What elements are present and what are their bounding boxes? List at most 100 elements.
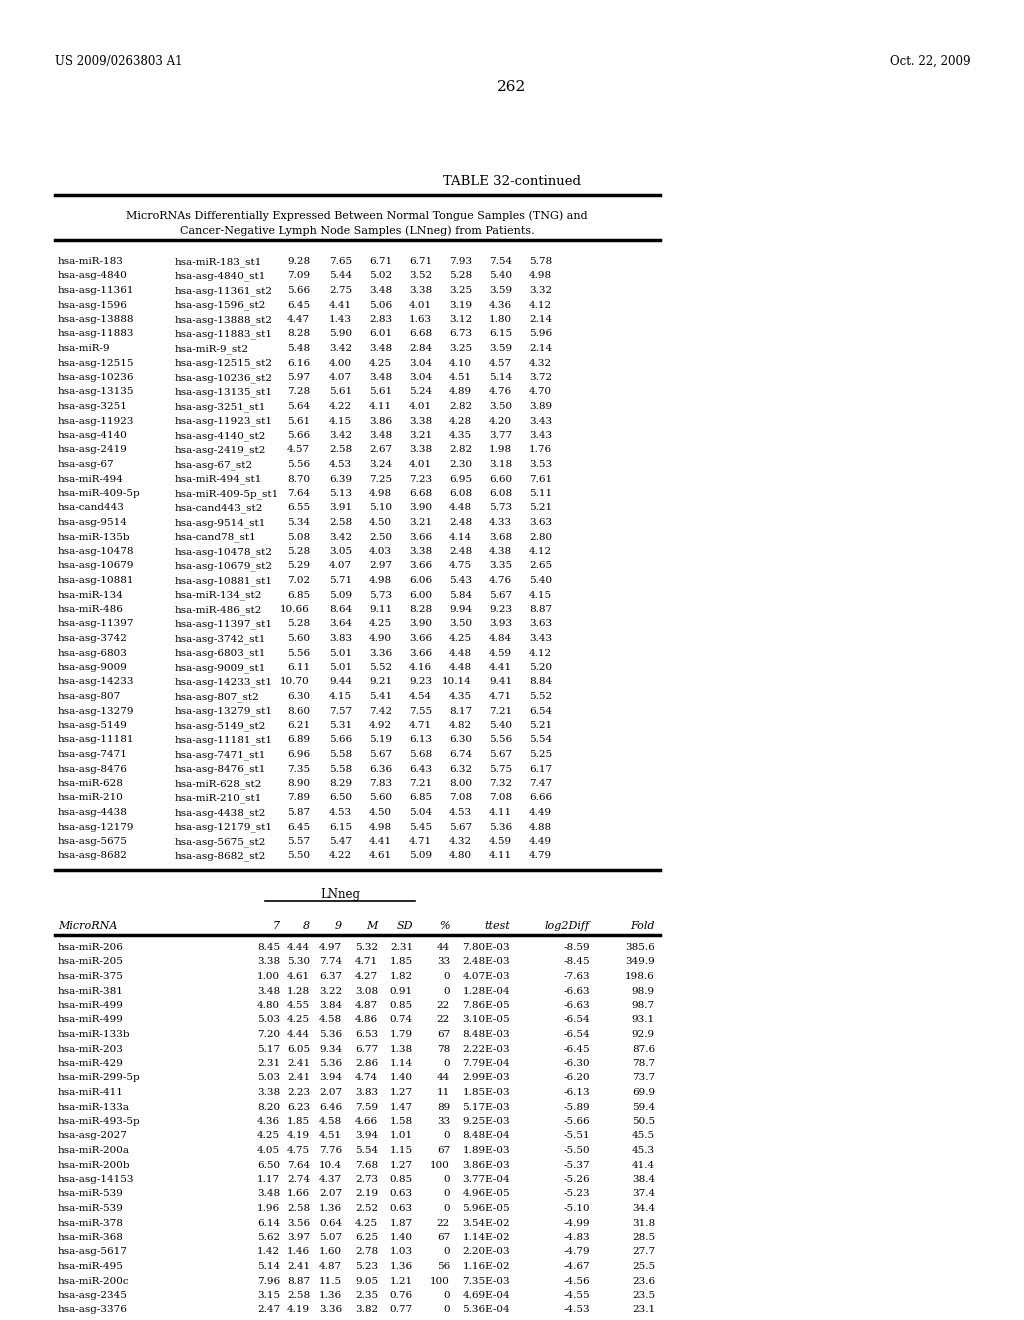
- Text: 1.00: 1.00: [257, 972, 280, 981]
- Text: 6.68: 6.68: [409, 330, 432, 338]
- Text: 45.5: 45.5: [632, 1131, 655, 1140]
- Text: 7.23: 7.23: [409, 474, 432, 483]
- Text: 9.25E-03: 9.25E-03: [463, 1117, 510, 1126]
- Text: -6.13: -6.13: [563, 1088, 590, 1097]
- Text: 4.87: 4.87: [318, 1262, 342, 1271]
- Text: hsa-cand443_st2: hsa-cand443_st2: [175, 503, 263, 513]
- Text: 5.20: 5.20: [528, 663, 552, 672]
- Text: 4.07: 4.07: [329, 374, 352, 381]
- Text: 23.1: 23.1: [632, 1305, 655, 1315]
- Text: 23.6: 23.6: [632, 1276, 655, 1286]
- Text: 7.80E-03: 7.80E-03: [463, 942, 510, 952]
- Text: -5.26: -5.26: [563, 1175, 590, 1184]
- Text: 5.66: 5.66: [287, 286, 310, 294]
- Text: 1.16E-02: 1.16E-02: [463, 1262, 510, 1271]
- Text: 28.5: 28.5: [632, 1233, 655, 1242]
- Text: -5.89: -5.89: [563, 1102, 590, 1111]
- Text: 3.59: 3.59: [488, 286, 512, 294]
- Text: 2.82: 2.82: [449, 403, 472, 411]
- Text: 5.62: 5.62: [257, 1233, 280, 1242]
- Text: 10.4: 10.4: [318, 1160, 342, 1170]
- Text: hsa-miR-493-5p: hsa-miR-493-5p: [58, 1117, 140, 1126]
- Text: 4.20: 4.20: [488, 417, 512, 425]
- Text: 0.63: 0.63: [390, 1204, 413, 1213]
- Text: 5.29: 5.29: [287, 561, 310, 570]
- Text: -5.51: -5.51: [563, 1131, 590, 1140]
- Text: 5.36E-04: 5.36E-04: [463, 1305, 510, 1315]
- Text: 34.4: 34.4: [632, 1204, 655, 1213]
- Text: 3.48: 3.48: [257, 1189, 280, 1199]
- Text: 5.56: 5.56: [488, 735, 512, 744]
- Text: 4.76: 4.76: [488, 576, 512, 585]
- Text: 3.42: 3.42: [329, 532, 352, 541]
- Text: 100: 100: [430, 1160, 450, 1170]
- Text: 7: 7: [272, 921, 280, 931]
- Text: 5.73: 5.73: [488, 503, 512, 512]
- Text: hsa-miR-628: hsa-miR-628: [58, 779, 124, 788]
- Text: hsa-miR-299-5p: hsa-miR-299-5p: [58, 1073, 140, 1082]
- Text: -5.37: -5.37: [563, 1160, 590, 1170]
- Text: 33: 33: [437, 1117, 450, 1126]
- Text: hsa-asg-11181: hsa-asg-11181: [58, 735, 134, 744]
- Text: 2.80: 2.80: [528, 532, 552, 541]
- Text: 4.58: 4.58: [318, 1015, 342, 1024]
- Text: hsa-asg-11361_st2: hsa-asg-11361_st2: [175, 286, 273, 296]
- Text: 3.36: 3.36: [369, 648, 392, 657]
- Text: 0: 0: [443, 972, 450, 981]
- Text: 2.65: 2.65: [528, 561, 552, 570]
- Text: 1.14: 1.14: [390, 1059, 413, 1068]
- Text: 1.38: 1.38: [390, 1044, 413, 1053]
- Text: 8.28: 8.28: [409, 605, 432, 614]
- Text: 4.48: 4.48: [449, 663, 472, 672]
- Text: 4.32: 4.32: [449, 837, 472, 846]
- Text: hsa-asg-8476: hsa-asg-8476: [58, 764, 128, 774]
- Text: 7.76: 7.76: [318, 1146, 342, 1155]
- Text: 2.19: 2.19: [355, 1189, 378, 1199]
- Text: -5.50: -5.50: [563, 1146, 590, 1155]
- Text: 9.28: 9.28: [287, 257, 310, 267]
- Text: 23.5: 23.5: [632, 1291, 655, 1300]
- Text: 3.43: 3.43: [528, 417, 552, 425]
- Text: 8.29: 8.29: [329, 779, 352, 788]
- Text: 7.64: 7.64: [287, 488, 310, 498]
- Text: 3.10E-05: 3.10E-05: [463, 1015, 510, 1024]
- Text: 4.80: 4.80: [449, 851, 472, 861]
- Text: 9.41: 9.41: [488, 677, 512, 686]
- Text: LNneg: LNneg: [319, 888, 360, 902]
- Text: 6.46: 6.46: [318, 1102, 342, 1111]
- Text: 4.57: 4.57: [488, 359, 512, 367]
- Text: 1.47: 1.47: [390, 1102, 413, 1111]
- Text: 3.82: 3.82: [355, 1305, 378, 1315]
- Text: 4.15: 4.15: [329, 692, 352, 701]
- Text: hsa-asg-12179_st1: hsa-asg-12179_st1: [175, 822, 273, 832]
- Text: 4.07: 4.07: [329, 561, 352, 570]
- Text: hsa-asg-3742_st1: hsa-asg-3742_st1: [175, 634, 266, 644]
- Text: 3.48: 3.48: [369, 286, 392, 294]
- Text: -4.83: -4.83: [563, 1233, 590, 1242]
- Text: 0.64: 0.64: [318, 1218, 342, 1228]
- Text: hsa-miR-486_st2: hsa-miR-486_st2: [175, 605, 262, 615]
- Text: 7.89: 7.89: [287, 793, 310, 803]
- Text: 4.27: 4.27: [355, 972, 378, 981]
- Text: 6.16: 6.16: [287, 359, 310, 367]
- Text: 5.44: 5.44: [329, 272, 352, 281]
- Text: 8.60: 8.60: [287, 706, 310, 715]
- Text: -4.99: -4.99: [563, 1218, 590, 1228]
- Text: -4.53: -4.53: [563, 1305, 590, 1315]
- Text: 4.50: 4.50: [369, 517, 392, 527]
- Text: 2.78: 2.78: [355, 1247, 378, 1257]
- Text: -6.63: -6.63: [563, 1001, 590, 1010]
- Text: 100: 100: [430, 1276, 450, 1286]
- Text: 5.43: 5.43: [449, 576, 472, 585]
- Text: 1.01: 1.01: [390, 1131, 413, 1140]
- Text: 5.97: 5.97: [287, 374, 310, 381]
- Text: 0.63: 0.63: [390, 1189, 413, 1199]
- Text: 6.11: 6.11: [287, 663, 310, 672]
- Text: 7.68: 7.68: [355, 1160, 378, 1170]
- Text: 4.36: 4.36: [257, 1117, 280, 1126]
- Text: log2Diff: log2Diff: [545, 921, 590, 931]
- Text: 2.86: 2.86: [355, 1059, 378, 1068]
- Text: 8.20: 8.20: [257, 1102, 280, 1111]
- Text: 4.87: 4.87: [355, 1001, 378, 1010]
- Text: 4.75: 4.75: [287, 1146, 310, 1155]
